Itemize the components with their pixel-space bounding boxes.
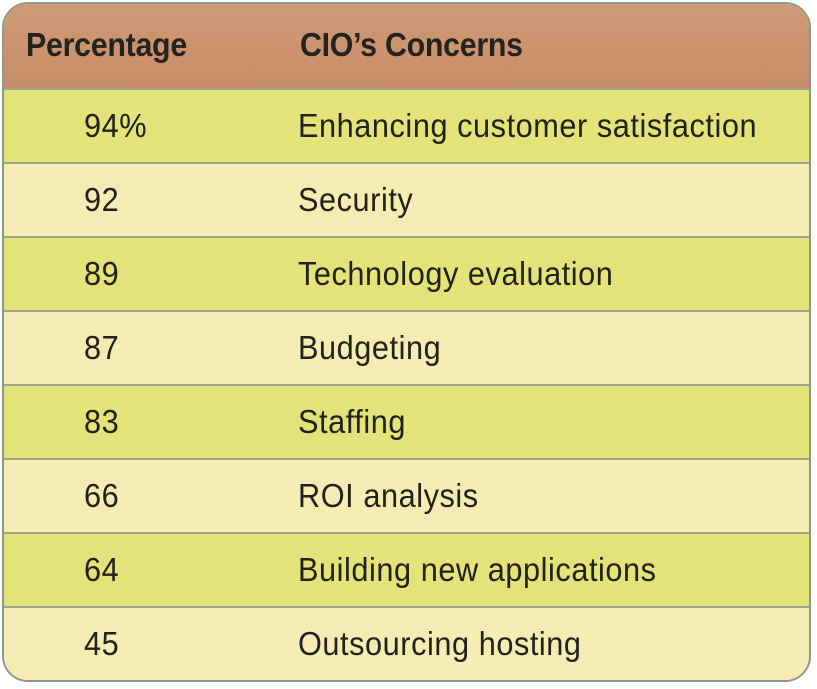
percentage-cell: 87 bbox=[84, 329, 120, 366]
header-percentage: Percentage bbox=[26, 26, 187, 63]
percentage-cell: 92 bbox=[84, 181, 120, 218]
table-header: Percentage CIO’s Concerns bbox=[4, 4, 809, 88]
percentage-cell: 89 bbox=[84, 255, 120, 292]
table-row: 92 Security bbox=[4, 162, 809, 236]
percentage-cell: 64 bbox=[84, 551, 120, 588]
percentage-cell: 94% bbox=[84, 107, 148, 144]
table-row: 66 ROI analysis bbox=[4, 458, 809, 532]
concern-cell: ROI analysis bbox=[298, 477, 479, 514]
concern-cell: Budgeting bbox=[298, 329, 442, 366]
table-row: 45 Outsourcing hosting bbox=[4, 606, 809, 680]
concern-cell: Enhancing customer satisfaction bbox=[298, 107, 758, 144]
table-row: 83 Staffing bbox=[4, 384, 809, 458]
percentage-cell: 83 bbox=[84, 403, 120, 440]
percentage-cell: 45 bbox=[84, 625, 120, 662]
concern-cell: Outsourcing hosting bbox=[298, 625, 582, 662]
concern-cell: Technology evaluation bbox=[298, 255, 614, 292]
concern-cell: Building new applications bbox=[298, 551, 657, 588]
cio-concerns-table: Percentage CIO’s Concerns 94% Enhancing … bbox=[2, 2, 811, 682]
concern-cell: Staffing bbox=[298, 403, 406, 440]
table-row: 64 Building new applications bbox=[4, 532, 809, 606]
table-row: 89 Technology evaluation bbox=[4, 236, 809, 310]
concern-cell: Security bbox=[298, 181, 414, 218]
percentage-cell: 66 bbox=[84, 477, 120, 514]
table-row: 94% Enhancing customer satisfaction bbox=[4, 88, 809, 162]
table-row: 87 Budgeting bbox=[4, 310, 809, 384]
header-concerns: CIO’s Concerns bbox=[300, 26, 523, 63]
